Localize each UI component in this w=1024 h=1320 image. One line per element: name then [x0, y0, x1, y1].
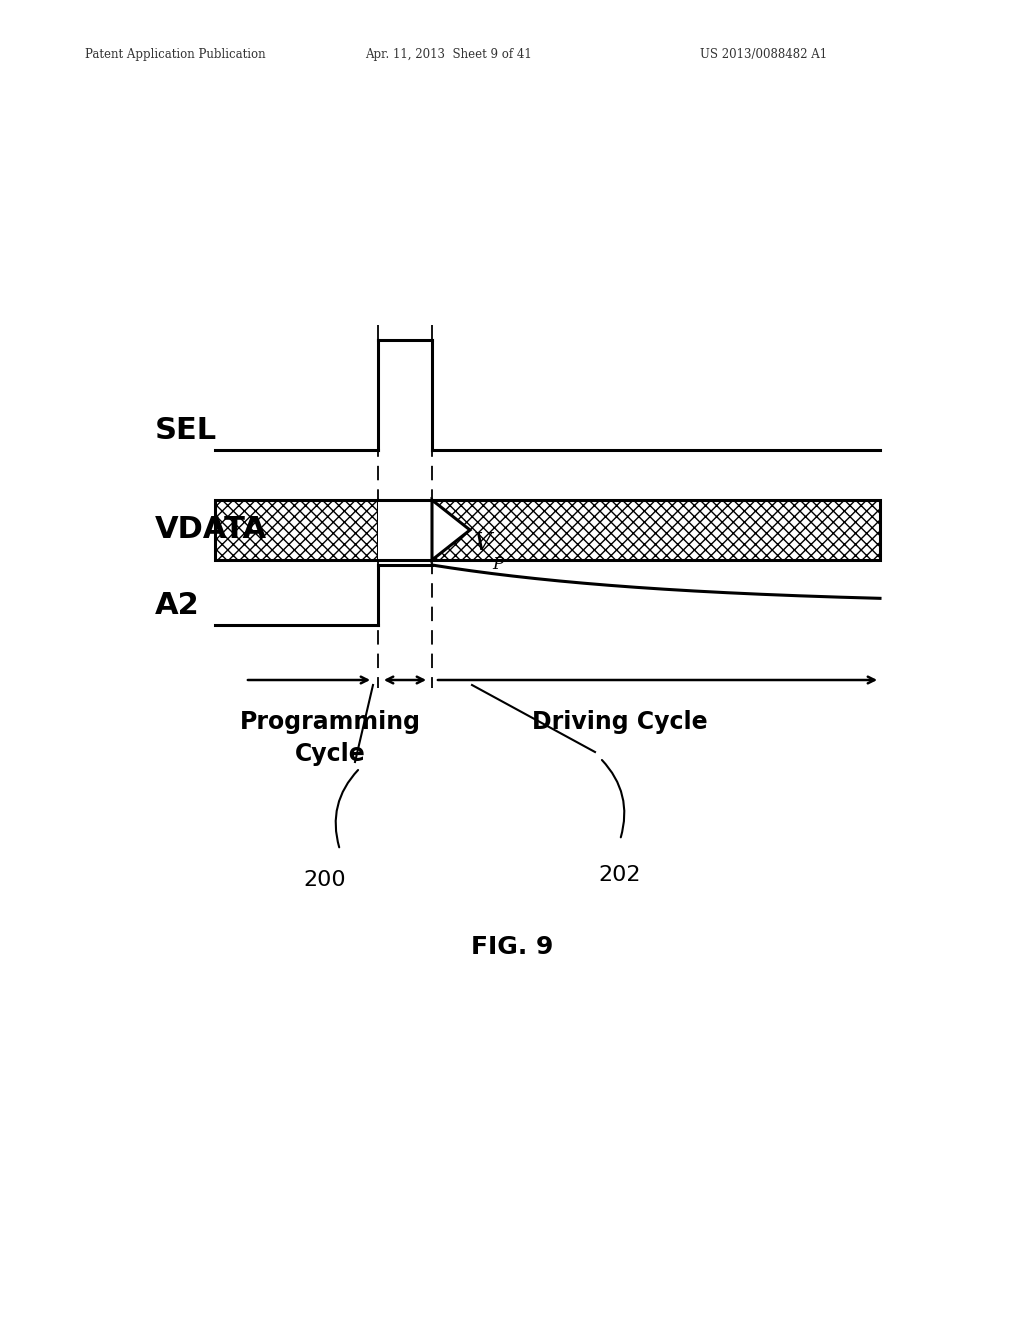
Text: Driving Cycle: Driving Cycle	[532, 710, 708, 734]
Text: V: V	[474, 532, 492, 554]
Text: Apr. 11, 2013  Sheet 9 of 41: Apr. 11, 2013 Sheet 9 of 41	[365, 48, 531, 61]
Bar	[378, 500, 432, 560]
Text: 200: 200	[304, 870, 346, 890]
Text: SEL: SEL	[155, 416, 217, 445]
Bar	[432, 500, 880, 560]
Text: 202: 202	[599, 865, 641, 884]
Text: A2: A2	[155, 591, 200, 620]
Text: P: P	[492, 556, 503, 573]
Polygon shape	[432, 500, 470, 560]
Text: VDATA: VDATA	[155, 516, 267, 544]
Text: Cycle: Cycle	[295, 742, 366, 766]
Text: FIG. 9: FIG. 9	[471, 935, 553, 960]
Text: Patent Application Publication: Patent Application Publication	[85, 48, 265, 61]
Text: Programming: Programming	[240, 710, 421, 734]
Bar	[215, 500, 378, 560]
Text: US 2013/0088482 A1: US 2013/0088482 A1	[700, 48, 827, 61]
